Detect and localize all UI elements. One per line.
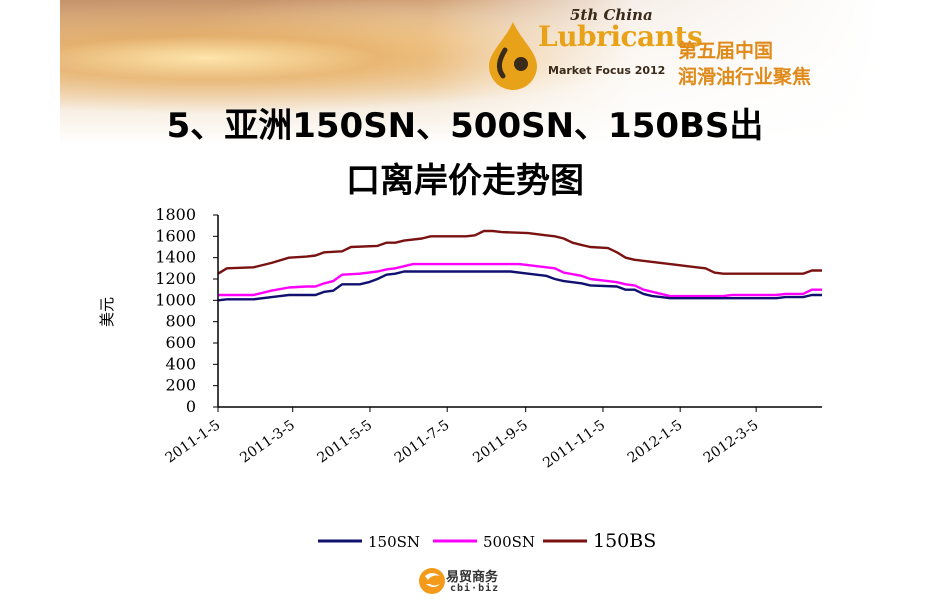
x-tick-label: 2011-1-5	[163, 417, 224, 466]
y-tick-label: 1200	[155, 269, 196, 288]
y-axis-ticks: 0 200 400 600 800 1000 1200 1400 1600 1800	[155, 205, 218, 416]
footer-brand-cn: 易贸商务	[446, 570, 499, 585]
series-line-150BS	[217, 229, 822, 275]
logo-wordmark: Lubricants	[538, 20, 703, 53]
y-axis-label: 美元	[98, 297, 116, 327]
banner-fade	[60, 0, 880, 145]
y-tick-label: 1400	[155, 248, 196, 267]
chart-legend: 150SN 500SN 150BS	[318, 530, 656, 552]
y-tick-label: 400	[165, 354, 196, 373]
cbi-logo-icon	[419, 568, 445, 594]
x-tick-label: 2012-1-5	[625, 417, 686, 466]
footer-brand-en: cbi·biz	[450, 583, 500, 594]
legend-label-500SN: 500SN	[483, 533, 535, 551]
slide-title-line1: 5、亚洲150SN、500SN、150BS出	[166, 106, 764, 146]
logo-edition-text: 5th China	[570, 6, 653, 24]
logo-chinese-line1: 第五届中国	[678, 40, 774, 62]
x-axis-ticks: 2011-1-5 2011-3-5 2011-5-5 2011-7-5 2011-9-5…	[163, 407, 762, 471]
y-tick-label: 200	[165, 376, 196, 395]
y-tick-label: 600	[165, 333, 196, 352]
series-line-500SN	[218, 262, 822, 298]
series-lines	[217, 229, 822, 302]
logo-subtitle: Market Focus 2012	[548, 64, 666, 77]
y-tick-label: 1000	[155, 290, 196, 309]
header-banner	[60, 0, 880, 145]
x-tick-label: 2011-9-5	[470, 417, 531, 466]
legend-label-150SN: 150SN	[368, 533, 420, 551]
y-tick-label: 800	[165, 312, 196, 331]
logo-chinese-line2: 润滑油行业聚焦	[678, 66, 812, 88]
x-tick-label: 2011-5-5	[315, 417, 376, 466]
y-tick-label: 1800	[155, 205, 196, 224]
y-tick-label: 0	[186, 397, 196, 416]
x-tick-label: 2011-11-5	[540, 417, 608, 471]
x-tick-label: 2011-3-5	[237, 417, 298, 466]
oil-drop-logo-icon	[489, 22, 537, 90]
slide-title-line2: 口离岸价走势图	[346, 161, 584, 201]
legend-label-150BS: 150BS	[593, 530, 656, 552]
x-tick-label: 2012-3-5	[701, 417, 762, 466]
series-line-150SN	[217, 270, 822, 302]
y-tick-label: 1600	[155, 226, 196, 245]
x-tick-label: 2011-7-5	[392, 417, 453, 466]
